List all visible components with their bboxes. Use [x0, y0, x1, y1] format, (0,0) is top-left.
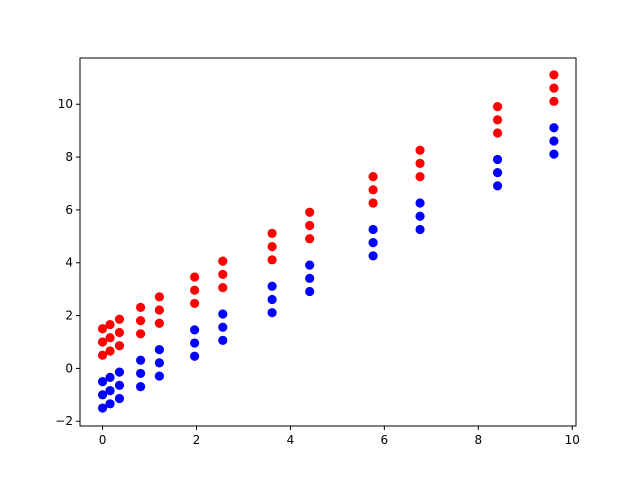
data-point [154, 345, 164, 355]
data-point [97, 324, 108, 334]
data-point [492, 102, 503, 112]
data-point [549, 83, 559, 93]
data-point [105, 346, 115, 356]
data-point [218, 309, 228, 319]
data-point [415, 172, 425, 182]
data-point [267, 308, 277, 318]
data-point [105, 372, 115, 382]
data-point [135, 315, 146, 326]
data-point [415, 158, 425, 169]
data-point [305, 286, 315, 297]
x-tick-label: 6 [381, 433, 389, 447]
data-point [218, 335, 228, 346]
data-point [114, 367, 125, 377]
y-tick-label: 6 [65, 203, 73, 217]
data-point [549, 136, 559, 146]
data-point [267, 281, 277, 291]
data-point [267, 255, 277, 265]
x-tick-label: 2 [193, 433, 201, 447]
data-point [549, 149, 559, 159]
data-point [135, 355, 146, 365]
x-tick-label: 8 [474, 433, 482, 447]
data-point [549, 70, 559, 80]
data-point [135, 382, 146, 392]
data-point [190, 272, 200, 282]
data-point [190, 338, 200, 348]
data-point [154, 318, 164, 328]
data-point [114, 341, 125, 351]
data-point [190, 285, 200, 295]
data-point [97, 390, 108, 400]
data-point [97, 350, 108, 360]
data-point [267, 228, 277, 239]
data-point [154, 371, 164, 381]
data-point [218, 282, 228, 293]
data-point [549, 96, 559, 106]
data-point [105, 333, 115, 343]
data-point [305, 207, 315, 217]
data-point [218, 322, 228, 332]
data-point [415, 224, 425, 235]
y-tick-label: 10 [58, 97, 73, 111]
data-point [114, 393, 125, 404]
data-point [218, 269, 228, 279]
data-point [549, 123, 559, 133]
data-point [135, 302, 146, 312]
data-point [492, 128, 503, 138]
data-point [114, 327, 125, 338]
data-point [154, 305, 164, 315]
data-point [114, 314, 125, 324]
data-point [105, 319, 115, 330]
data-point [368, 251, 378, 261]
y-tick-label: 2 [65, 309, 73, 323]
data-point [97, 377, 108, 387]
data-point [415, 145, 425, 155]
data-point [305, 273, 315, 283]
data-point [97, 403, 108, 413]
data-point [190, 325, 200, 335]
x-axis: 0 2 4 6 8 10 [99, 426, 580, 447]
x-tick-label: 4 [287, 433, 295, 447]
data-point [190, 298, 200, 309]
data-point [154, 292, 164, 302]
plot-frame [79, 57, 577, 427]
y-tick-label: 0 [65, 361, 73, 375]
data-point [267, 242, 277, 252]
data-point [105, 386, 115, 396]
y-tick-label: 4 [65, 256, 73, 270]
data-point [368, 224, 378, 235]
x-tick-label: 10 [565, 433, 580, 447]
data-point [218, 256, 228, 266]
data-point [492, 115, 503, 125]
data-point [267, 294, 277, 305]
y-tick-label: 8 [65, 150, 73, 164]
plot-points [97, 70, 559, 413]
y-tick-label: −2 [55, 414, 73, 428]
data-point [135, 329, 146, 339]
data-point [105, 399, 115, 409]
data-point [492, 181, 503, 191]
data-point [305, 260, 315, 270]
data-point [368, 172, 378, 182]
data-point [305, 234, 315, 244]
data-point [305, 220, 315, 231]
y-axis: −2 0 2 4 6 8 10 [55, 97, 80, 428]
data-point [114, 380, 125, 390]
data-point [190, 351, 200, 361]
x-tick-label: 0 [99, 433, 107, 447]
data-point [368, 198, 378, 208]
data-point [415, 211, 425, 221]
data-point [368, 185, 378, 195]
data-point [135, 368, 146, 379]
data-point [154, 358, 164, 368]
data-point [97, 337, 108, 347]
data-point [492, 168, 503, 178]
data-point [415, 198, 425, 208]
data-point [368, 238, 378, 248]
data-point [492, 154, 503, 165]
